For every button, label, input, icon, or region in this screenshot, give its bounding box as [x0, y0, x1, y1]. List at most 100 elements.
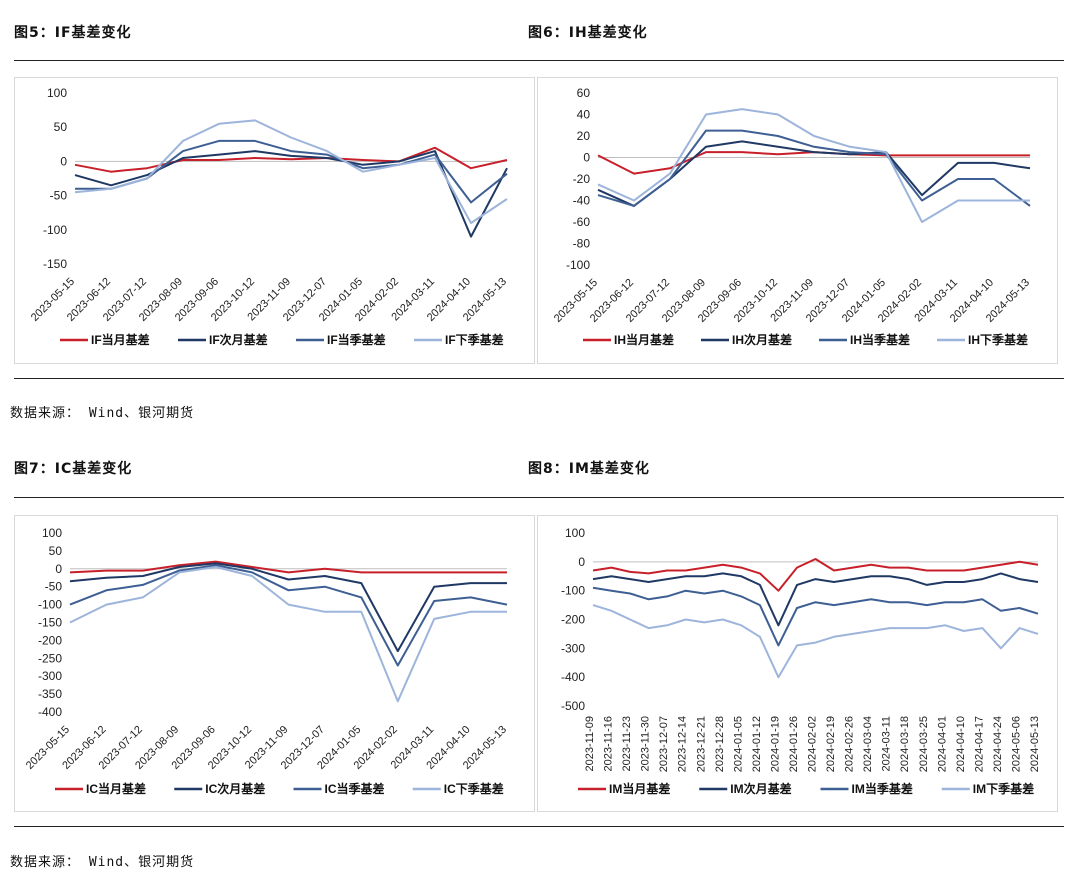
y-tick-label: -100 [43, 223, 67, 237]
figure-title-6: 图6：IH基差变化 [528, 25, 648, 41]
y-tick-label: -150 [38, 616, 62, 630]
y-tick-label: -100 [38, 598, 62, 612]
y-tick-label: -400 [38, 705, 62, 719]
legend-label: IM当季基差 [852, 781, 913, 796]
series-line-2 [69, 564, 508, 667]
x-tick-label: 2023-12-07 [658, 716, 670, 772]
y-tick-label: -40 [573, 194, 591, 208]
y-tick-label: 100 [42, 526, 62, 540]
y-tick-label: -300 [561, 641, 585, 655]
legend-label: IF当季基差 [327, 332, 386, 347]
ih-basis-chart: 6040200-20-40-60-80-1002023-05-152023-06… [552, 86, 1032, 347]
x-tick-label: 2024-03-11 [881, 716, 893, 771]
legend-label: IM当月基差 [609, 781, 670, 796]
y-tick-label: -400 [561, 670, 585, 684]
series-line-2 [592, 586, 1039, 647]
x-tick-label: 2024-02-19 [825, 716, 837, 772]
legend-label: IC当季基差 [325, 781, 385, 796]
series-line-3 [74, 119, 508, 224]
y-tick-label: 40 [577, 108, 591, 122]
x-tick-label: 2024-03-04 [862, 716, 874, 772]
x-tick-label: 2024-04-01 [936, 716, 948, 772]
y-tick-label: 50 [49, 544, 63, 558]
legend-label: IH当季基差 [850, 332, 910, 347]
chart-panel-ih: 60 40 20 0 -20 -40 -60 -80 -100 2023-05-15 2023-06… [537, 77, 1058, 364]
series-line-1 [592, 572, 1039, 627]
x-tick-label: 2023-11-16 [603, 716, 615, 771]
y-tick-label: -100 [566, 258, 590, 272]
top-rule-2 [14, 497, 1064, 498]
series-line-0 [69, 560, 507, 574]
x-tick-label: 2024-05-06 [1010, 716, 1022, 772]
x-tick-label: 2024-04-24 [992, 716, 1004, 772]
legend-label: IC次月基差 [205, 781, 265, 796]
x-tick-label: 2024-01-26 [788, 716, 800, 772]
y-tick-label: -100 [561, 584, 585, 598]
x-tick-label: 2023-12-21 [695, 716, 707, 772]
x-tick-label: 2023-11-30 [640, 716, 652, 771]
y-tick-label: -250 [38, 651, 62, 665]
series-line-3 [69, 566, 507, 703]
legend-label: IF当月基差 [91, 332, 150, 347]
series-line-0 [592, 558, 1039, 592]
figure-title-7: 图7：IC基差变化 [14, 461, 133, 477]
x-tick-label: 2024-01-19 [769, 716, 781, 772]
series-line-1 [69, 562, 507, 653]
legend-label: IH下季基差 [968, 332, 1028, 347]
y-tick-label: 0 [578, 555, 585, 569]
x-tick-label: 2024-04-17 [973, 716, 985, 772]
legend-label: IH次月基差 [732, 332, 792, 347]
y-tick-label: 100 [47, 86, 67, 100]
y-tick-label: 100 [565, 526, 585, 540]
legend-label: IF次月基差 [209, 332, 268, 347]
series-line-1 [597, 140, 1031, 207]
y-tick-label: -200 [561, 613, 585, 627]
legend-label: IH当月基差 [614, 332, 674, 347]
x-tick-label: 2024-01-05 [732, 716, 744, 772]
y-tick-label: -200 [38, 633, 62, 647]
x-tick-label: 2024-04-10 [955, 716, 967, 772]
x-tick-label: 2023-11-23 [621, 716, 633, 771]
series-line-3 [597, 108, 1030, 223]
x-tick-label: 2024-02-02 [807, 716, 819, 772]
y-tick-label: -350 [38, 687, 62, 701]
source-note-1: 数据来源： Wind、银河期货 [10, 406, 195, 421]
y-tick-label: 60 [577, 86, 591, 100]
y-tick-label: 0 [583, 151, 590, 165]
x-tick-label: 2024-03-18 [899, 716, 911, 772]
x-tick-label: 2024-05-13 [1029, 716, 1041, 772]
chart-panel-ic: 100 50 0 -50 -100 -150 -200 -250 -300 -350 -400 202… [14, 515, 535, 812]
x-tick-label: 2024-02-26 [844, 716, 856, 772]
legend-label: IM下季基差 [973, 781, 1034, 796]
y-tick-label: -300 [38, 669, 62, 683]
top-rule-1 [14, 60, 1064, 61]
legend-label: IF下季基差 [445, 332, 504, 347]
if-basis-chart: 100500-50-100-1502023-05-152023-06-12202… [29, 86, 509, 347]
series-line-3 [592, 604, 1039, 679]
chart-panel-im: 100 0 -100 -200 -300 -400 -500 2023-11-09 2023-1… [537, 515, 1058, 812]
y-tick-label: 0 [55, 562, 62, 576]
y-tick-label: -60 [573, 215, 591, 229]
y-tick-label: 0 [60, 154, 67, 168]
bottom-rule-1 [14, 378, 1064, 379]
y-tick-label: -150 [43, 257, 67, 271]
legend-label: IC当月基差 [86, 781, 146, 796]
y-tick-label: -80 [573, 237, 591, 251]
series-line-1 [74, 150, 508, 238]
x-tick-label: 2023-11-09 [584, 716, 596, 771]
y-tick-label: -20 [573, 172, 591, 186]
y-tick-label: -50 [45, 580, 63, 594]
x-tick-label: 2023-12-14 [677, 716, 689, 772]
y-tick-label: 50 [54, 120, 68, 134]
series-line-0 [74, 146, 508, 173]
y-tick-label: 20 [577, 129, 591, 143]
series-line-2 [597, 129, 1031, 207]
chart-panel-if: 100 50 0 -50 -100 -150 2023-05-15 2023-06-12 202… [14, 77, 535, 364]
x-tick-label: 2024-01-12 [751, 716, 763, 772]
y-tick-label: -50 [50, 189, 68, 203]
ic-basis-chart: 100500-50-100-150-200-250-300-350-400202… [24, 526, 509, 796]
source-note-2: 数据来源： Wind、银河期货 [10, 855, 195, 870]
legend-label: IM次月基差 [730, 781, 791, 796]
im-basis-chart: 100 0 -100 -200 -300 -400 -500 2023-11-09 2023-1… [561, 526, 1041, 796]
figure-title-8: 图8：IM基差变化 [528, 461, 650, 477]
